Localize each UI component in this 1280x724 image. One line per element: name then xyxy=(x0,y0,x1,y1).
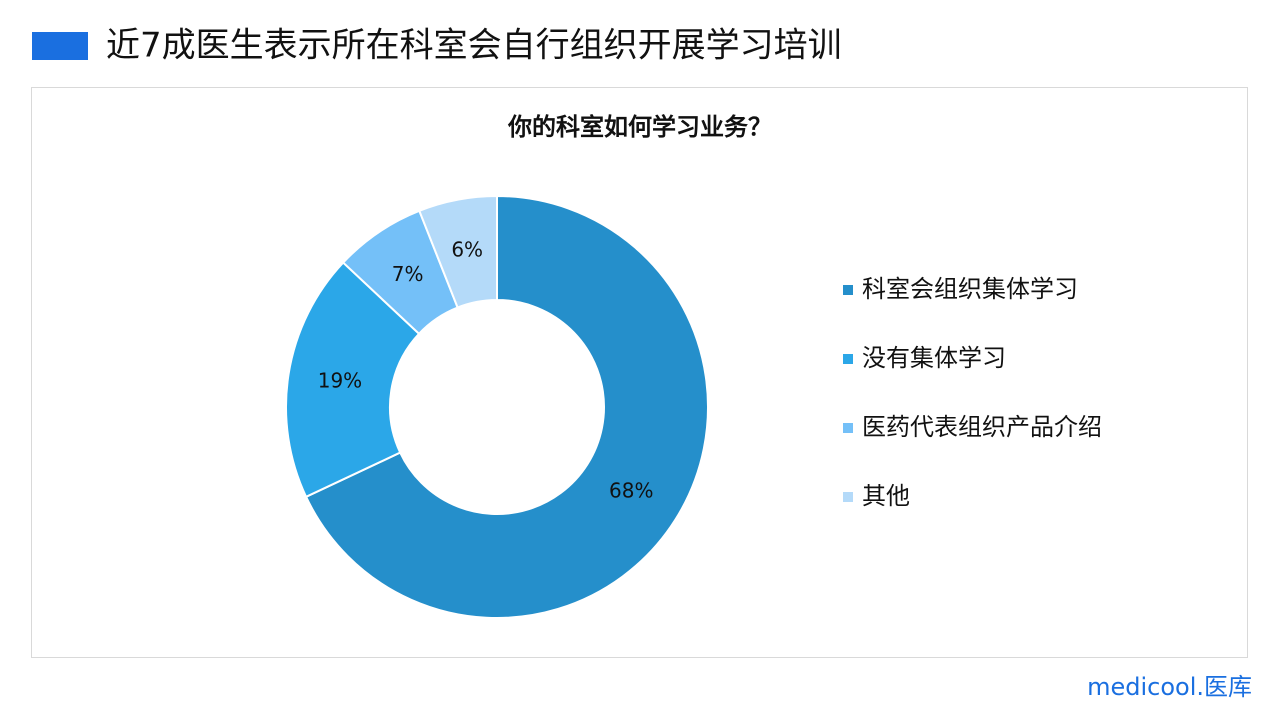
legend-label: 科室会组织集体学习 xyxy=(862,275,1078,303)
legend-swatch xyxy=(843,285,853,295)
data-label: 68% xyxy=(609,479,653,503)
logo: medicool.医库 xyxy=(1087,673,1252,701)
data-label: 7% xyxy=(392,262,424,286)
legend-label: 医药代表组织产品介绍 xyxy=(862,413,1102,441)
legend-swatch xyxy=(843,423,853,433)
title-accent xyxy=(32,32,88,60)
chart-title: 你的科室如何学习业务？ xyxy=(507,113,772,141)
data-label: 6% xyxy=(451,237,483,261)
donut-segment xyxy=(304,194,709,619)
legend-swatch xyxy=(843,354,853,364)
slide-title: 近7成医生表示所在科室会自行组织开展学习培训 xyxy=(106,26,842,66)
legend-swatch xyxy=(843,492,853,502)
data-label: 19% xyxy=(318,369,362,393)
legend-label: 没有集体学习 xyxy=(862,344,1006,372)
donut-segment xyxy=(418,194,498,309)
donut-segment xyxy=(285,261,421,499)
legend-label: 其他 xyxy=(862,482,910,510)
